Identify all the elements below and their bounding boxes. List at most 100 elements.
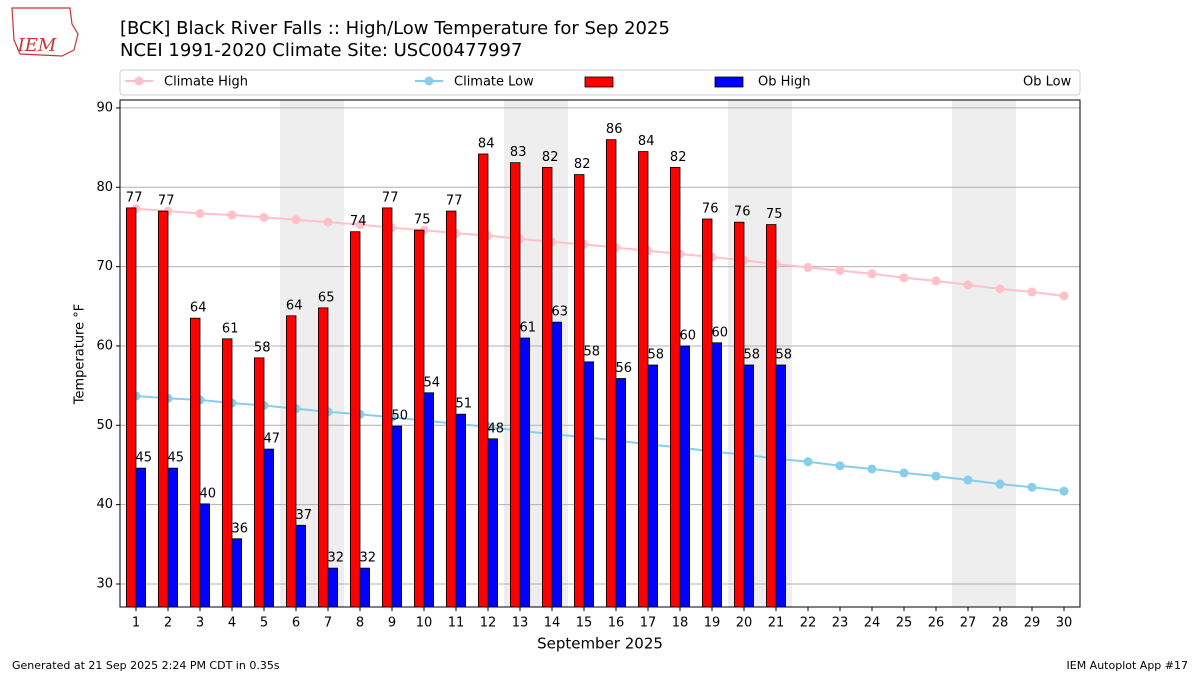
line-point	[259, 212, 269, 222]
bar	[551, 321, 563, 608]
data-label: 64	[190, 301, 207, 316]
x-tick-label: 1	[132, 616, 140, 631]
data-label: 77	[446, 194, 463, 209]
line-point	[899, 273, 909, 283]
data-label: 63	[552, 305, 569, 320]
data-label: 36	[232, 521, 249, 536]
bar	[157, 210, 169, 608]
line-point	[995, 479, 1005, 489]
x-tick-label: 8	[356, 616, 364, 631]
data-label: 45	[136, 451, 153, 466]
line-point	[195, 208, 205, 218]
x-tick-label: 19	[704, 616, 721, 631]
data-label: 64	[286, 298, 303, 313]
x-tick-label: 9	[388, 616, 396, 631]
line-point	[835, 461, 845, 471]
data-label: 56	[616, 361, 633, 376]
x-tick-label: 10	[416, 616, 433, 631]
line-point	[803, 262, 813, 272]
line-point	[867, 269, 877, 279]
line-point	[1027, 287, 1037, 297]
bar	[615, 378, 627, 608]
line-series	[135, 207, 1065, 297]
data-label: 58	[648, 348, 665, 363]
x-tick-label: 13	[512, 616, 529, 631]
data-label: 61	[222, 321, 239, 336]
bar	[253, 357, 265, 608]
data-label: 60	[680, 328, 697, 343]
x-tick-label: 16	[608, 616, 625, 631]
data-label: 65	[318, 290, 335, 305]
bar	[670, 167, 681, 608]
bar	[423, 392, 435, 608]
bar	[221, 338, 233, 608]
line-point	[963, 475, 973, 485]
bar	[189, 317, 201, 608]
x-tick-label: 15	[576, 616, 593, 631]
data-label: 77	[126, 190, 143, 205]
legend-label: Ob Low	[1023, 75, 1072, 90]
bar	[647, 364, 659, 608]
legend-swatch	[584, 76, 614, 88]
x-tick-label: 24	[864, 616, 881, 631]
data-label: 82	[670, 150, 687, 165]
data-label: 58	[584, 344, 601, 359]
x-tick-label: 21	[768, 616, 785, 631]
bar	[391, 425, 403, 608]
chart-title: [BCK] Black River Falls :: High/Low Temp…	[120, 18, 670, 39]
bar	[455, 413, 467, 608]
bar	[327, 567, 339, 608]
data-label: 60	[712, 325, 729, 340]
data-label: 82	[574, 157, 591, 172]
x-tick-label: 26	[928, 616, 945, 631]
line-point	[227, 210, 237, 220]
data-label: 45	[168, 451, 185, 466]
bar	[487, 438, 499, 608]
line-point	[1059, 291, 1069, 301]
y-tick-label: 40	[96, 497, 113, 512]
y-tick-label: 80	[96, 180, 113, 195]
bar	[509, 162, 521, 608]
bar	[199, 503, 211, 608]
line-point	[931, 471, 941, 481]
data-label: 82	[542, 150, 559, 165]
data-label: 84	[638, 134, 655, 149]
x-tick-label: 18	[672, 616, 689, 631]
y-tick-label: 50	[96, 418, 113, 433]
bar	[574, 174, 585, 608]
data-label: 86	[606, 122, 623, 137]
data-label: 47	[264, 432, 281, 447]
bar	[285, 315, 297, 608]
x-tick-label: 7	[324, 616, 332, 631]
bar	[413, 229, 425, 608]
data-label: 51	[456, 397, 473, 412]
x-tick-label: 17	[640, 616, 657, 631]
data-label: 84	[478, 136, 495, 151]
data-label: 75	[414, 213, 431, 228]
data-label: 50	[392, 409, 409, 424]
data-label: 54	[424, 375, 441, 390]
plot-frame	[119, 99, 1081, 608]
y-tick-label: 30	[96, 576, 113, 591]
x-tick-label: 20	[736, 616, 753, 631]
data-label: 61	[520, 321, 537, 336]
bar	[263, 448, 275, 608]
line-point	[355, 220, 365, 230]
line-point	[1059, 486, 1069, 496]
data-label: 77	[382, 190, 399, 205]
line-point	[835, 266, 845, 276]
y-tick-label: 60	[96, 338, 113, 353]
bar	[583, 361, 595, 608]
legend-marker	[134, 76, 144, 86]
line-point	[963, 280, 973, 290]
y-tick-label: 90	[96, 100, 113, 115]
bar	[679, 345, 691, 608]
data-label: 76	[702, 202, 719, 217]
data-label: 75	[766, 207, 783, 222]
data-label: 32	[360, 551, 377, 566]
bar	[542, 167, 553, 608]
bar	[702, 218, 713, 608]
x-axis-label: September 2025	[537, 635, 663, 653]
line-point	[995, 284, 1005, 294]
bar	[638, 151, 649, 608]
